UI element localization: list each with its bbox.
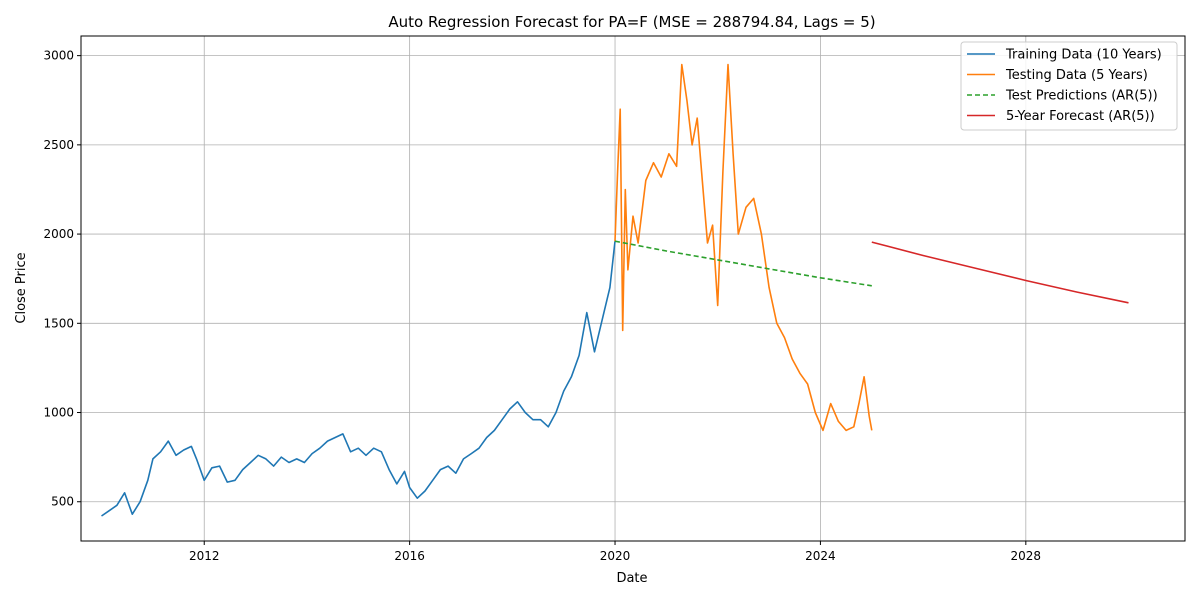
legend-label: Training Data (10 Years)	[1005, 48, 1162, 63]
chart-title: Auto Regression Forecast for PA=F (MSE =…	[388, 13, 875, 31]
plot-frame	[80, 35, 1186, 542]
x-tick-label: 2020	[600, 549, 631, 563]
axis-ticks: 2012 2016 2020 2024 2028 500 1000 1500 2000 2500 3…	[43, 49, 1041, 563]
legend-label: Test Predictions (AR(5))	[1005, 89, 1158, 104]
y-axis-title: Close Price	[14, 252, 29, 323]
legend-label: Testing Data (5 Years)	[1005, 68, 1148, 83]
x-tick-label: 2024	[805, 549, 836, 563]
series-lines	[101, 63, 1129, 517]
x-axis-title: Date	[616, 571, 647, 586]
y-tick-label: 500	[51, 495, 74, 509]
y-tick-label: 2500	[43, 138, 74, 152]
x-tick-label: 2028	[1011, 549, 1042, 563]
legend: Training Data (10 Years) Testing Data (5 …	[960, 41, 1178, 131]
legend-box	[960, 41, 1178, 131]
series-line-1	[614, 63, 873, 432]
x-tick-label: 2016	[394, 549, 425, 563]
y-tick-label: 2000	[43, 227, 74, 241]
series-line-2	[614, 240, 872, 287]
y-tick-label: 1500	[43, 316, 74, 330]
series-line-0	[101, 241, 616, 517]
series-line-3	[871, 241, 1129, 304]
y-tick-label: 1000	[43, 406, 74, 420]
x-tick-label: 2012	[189, 549, 220, 563]
legend-label: 5-Year Forecast (AR(5))	[1006, 109, 1155, 124]
y-tick-label: 3000	[43, 49, 74, 63]
